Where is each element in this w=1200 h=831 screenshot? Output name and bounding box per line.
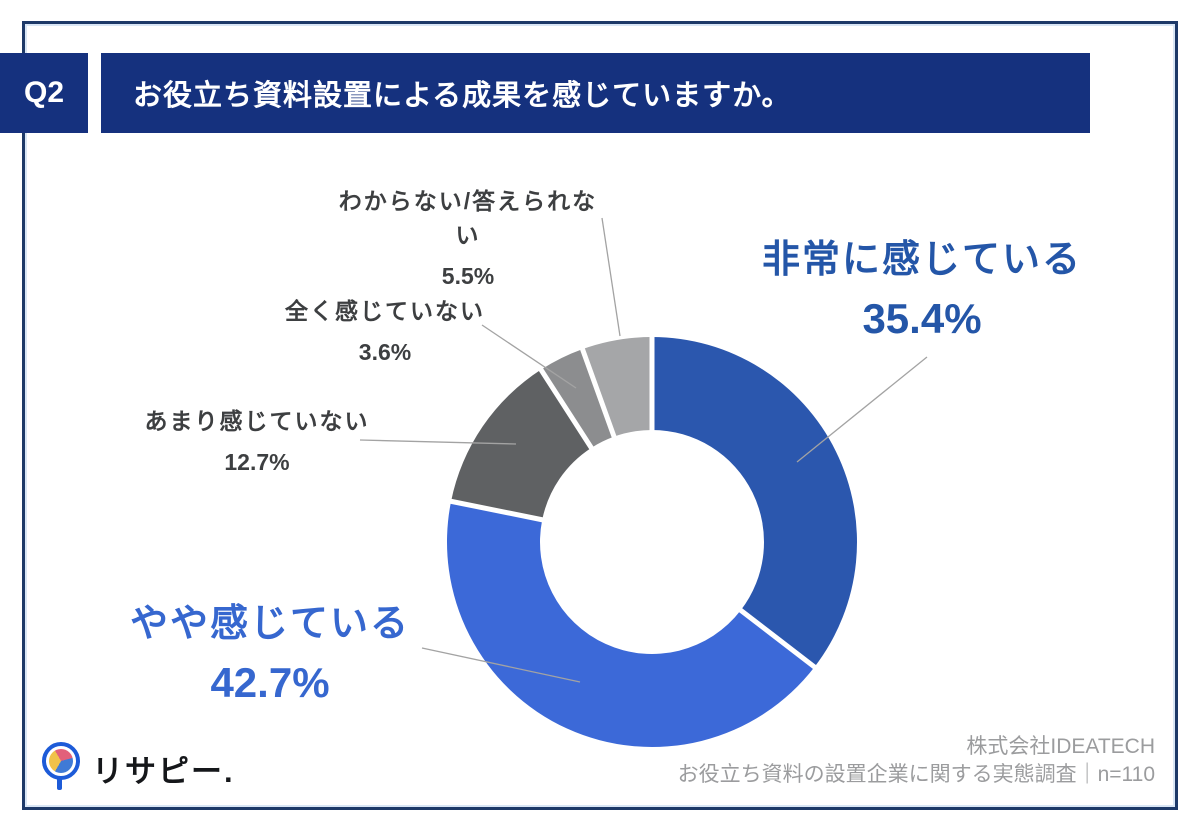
question-title: お役立ち資料設置による成果を感じていますか。 — [133, 80, 792, 112]
footer-credit: 株式会社IDEATECH お役立ち資料の設置企業に関する実態調査｜n=110 — [678, 733, 1155, 789]
annotation-somewhat-label: やや感じている — [129, 603, 410, 645]
question-number-label: Q2 — [23, 76, 65, 109]
leader-lines — [359, 217, 928, 683]
magnifier-pie-logo-icon — [40, 740, 80, 796]
annotation-unknown: わからない/答えられない 5.5% — [328, 182, 608, 290]
donut-slice-0 — [652, 337, 857, 667]
annotation-very-much-label: 非常に感じている — [762, 239, 1083, 281]
annotation-somewhat: やや感じている 42.7% — [115, 592, 425, 707]
brand-logo: リサピー. — [40, 740, 235, 796]
donut-slices — [447, 337, 857, 748]
footer-survey-info: お役立ち資料の設置企業に関する実態調査｜n=110 — [677, 763, 1155, 786]
brand-logo-text: リサピー. — [92, 753, 235, 789]
annotation-somewhat-value: 42.7% — [210, 659, 330, 706]
annotation-very-much: 非常に感じている 35.4% — [762, 228, 1082, 343]
donut-slice-2 — [451, 369, 592, 520]
slice-separators — [447, 334, 819, 671]
footer-company: 株式会社IDEATECH — [966, 735, 1155, 758]
donut-slice-4 — [582, 337, 652, 437]
logo-pie-icon — [49, 749, 73, 773]
question-number-badge: Q2 — [0, 53, 88, 133]
annotation-not-at-all: 全く感じていない 3.6% — [275, 292, 495, 366]
slide-frame-border — [22, 21, 1178, 810]
annotation-unknown-label: わからない/答えられない — [338, 188, 598, 248]
annotation-not-much: あまり感じていない 12.7% — [137, 402, 377, 476]
annotation-not-at-all-value: 3.6% — [358, 339, 412, 365]
annotation-not-at-all-label: 全く感じていない — [285, 298, 485, 324]
question-title-bar: お役立ち資料設置による成果を感じていますか。 — [101, 53, 1090, 133]
annotation-unknown-value: 5.5% — [441, 263, 495, 289]
donut-slice-1 — [447, 501, 815, 748]
annotation-not-much-value: 12.7% — [224, 449, 290, 475]
annotation-very-much-value: 35.4% — [862, 295, 982, 342]
donut-slice-3 — [540, 349, 615, 448]
logo-stem — [57, 776, 62, 790]
annotation-not-much-label: あまり感じていない — [144, 408, 370, 434]
